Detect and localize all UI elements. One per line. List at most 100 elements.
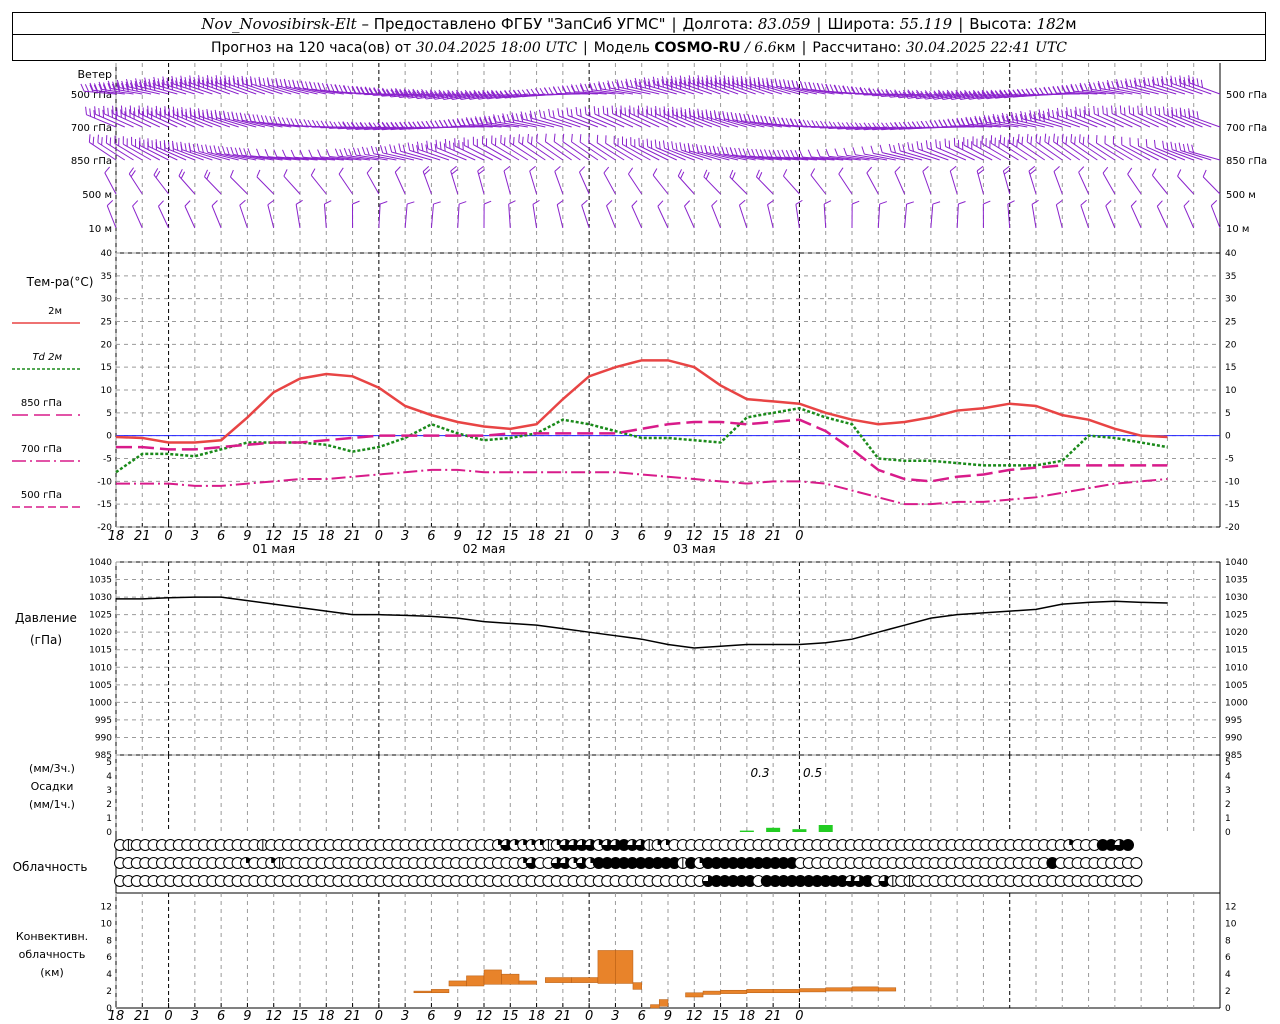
wind-barb-staff bbox=[891, 151, 923, 161]
conv-cloud-bar bbox=[466, 975, 485, 987]
conv-tick-label: 3 bbox=[401, 1009, 409, 1024]
conv-tick-label: 9 bbox=[664, 1009, 672, 1024]
wind-barb-flag bbox=[942, 92, 948, 100]
wind-barb-flag bbox=[133, 107, 136, 116]
wind-barb-flag bbox=[155, 105, 158, 114]
wind-barb-flag bbox=[804, 81, 808, 90]
wind-barb-flag bbox=[821, 83, 826, 92]
wind-barb-staff bbox=[460, 124, 493, 128]
wind-barb-staff bbox=[89, 141, 117, 161]
pres-ytick-left: 1040 bbox=[89, 558, 112, 568]
wind-barb-flag bbox=[311, 119, 317, 128]
wind-barb-flag bbox=[1137, 105, 1139, 114]
wind-barb-flag bbox=[429, 90, 436, 98]
wind-barb-flag bbox=[1179, 75, 1182, 84]
wind-barb-flag bbox=[292, 79, 296, 88]
conv-ytick-left: 10 bbox=[101, 919, 113, 929]
wind-barb-flag bbox=[448, 140, 451, 149]
wind-barb-flag bbox=[179, 78, 183, 87]
wind-barb-flag bbox=[740, 76, 744, 85]
wind-barb bbox=[1007, 200, 1015, 229]
wind-barb-flag bbox=[825, 83, 830, 92]
wind-barb-flag bbox=[447, 118, 453, 127]
wind-barb-staff bbox=[725, 82, 756, 95]
wind-barb-staff bbox=[1017, 141, 1046, 161]
precip-ytick-left: 4 bbox=[106, 772, 112, 782]
wind-barb-flag bbox=[820, 120, 825, 129]
wind-barb-flag bbox=[718, 79, 722, 88]
cloud-cover-fill bbox=[559, 857, 571, 869]
wind-barb-staff bbox=[918, 148, 949, 161]
wind-barb bbox=[290, 149, 327, 161]
wind-barb-flag bbox=[375, 146, 379, 155]
wind-barb-staff bbox=[338, 173, 353, 195]
wind-barb-flag bbox=[407, 89, 414, 97]
wind-barb-staff bbox=[268, 156, 301, 161]
wind-barb-flag bbox=[596, 134, 599, 143]
wind-barb bbox=[1105, 200, 1116, 229]
wind-barb-flag bbox=[925, 120, 931, 129]
wind-barb-staff bbox=[267, 204, 275, 229]
wind-barb-flag bbox=[654, 139, 657, 148]
wind-barb-staff bbox=[157, 206, 170, 229]
wind-barb-flag bbox=[597, 107, 600, 116]
temp-ytick-left: 40 bbox=[101, 249, 113, 259]
wind-barb-staff bbox=[750, 121, 782, 128]
wind-barb-flag bbox=[947, 118, 952, 127]
wind-barb bbox=[107, 80, 143, 95]
wind-barb-staff bbox=[681, 149, 712, 161]
wind-barb-flag bbox=[456, 118, 462, 126]
wind-barb-flag bbox=[1102, 166, 1109, 174]
wind-barb bbox=[343, 148, 379, 161]
wind-barb-flag bbox=[672, 106, 674, 115]
wind-barb bbox=[1137, 138, 1168, 161]
wind-barb-staff bbox=[532, 204, 538, 229]
temp-tick-label: 3 bbox=[611, 529, 619, 544]
wind-barb-flag bbox=[188, 142, 192, 151]
wind-barb bbox=[738, 147, 774, 161]
wind-barb-flag bbox=[402, 144, 406, 153]
wind-barb-flag bbox=[679, 78, 682, 87]
wind-barb-flag bbox=[701, 76, 704, 85]
wind-barb-flag bbox=[1084, 83, 1088, 92]
wind-barb-staff bbox=[294, 86, 327, 95]
wind-barb-flag bbox=[425, 91, 431, 99]
wind-barb-staff bbox=[303, 156, 336, 161]
wind-barb-flag bbox=[1012, 136, 1015, 145]
pressure-line bbox=[116, 596, 1168, 649]
wind-barb-flag bbox=[915, 91, 922, 99]
wind-barb-flag bbox=[429, 89, 436, 97]
wind-barb-staff bbox=[173, 83, 204, 95]
wind-barb-flag bbox=[227, 111, 231, 120]
wind-barb-flag bbox=[153, 76, 156, 85]
wind-barb-flag bbox=[602, 81, 607, 90]
wind-barb-flag bbox=[389, 144, 393, 153]
temp-legend-label: 500 гПа bbox=[21, 490, 62, 501]
wind-barb-staff bbox=[636, 85, 669, 95]
wind-barb-staff bbox=[1154, 83, 1186, 95]
wind-barb-staff bbox=[594, 113, 625, 128]
wind-barb bbox=[1079, 82, 1115, 95]
wind-barb-staff bbox=[638, 113, 669, 128]
wind-barb-staff bbox=[672, 148, 704, 161]
conv-tick-label: 21 bbox=[555, 1009, 572, 1024]
wind-barb-flag bbox=[625, 78, 629, 87]
wind-barb-flag bbox=[155, 170, 161, 178]
wind-barb-staff bbox=[1055, 204, 1063, 229]
wind-barb-flag bbox=[88, 134, 91, 143]
wind-barb-staff bbox=[469, 124, 502, 128]
wind-barb-flag bbox=[84, 84, 90, 92]
wind-barb-flag bbox=[879, 144, 883, 153]
wind-barb-flag bbox=[1007, 90, 1014, 98]
wind-barb-staff bbox=[1129, 113, 1159, 128]
wind-barb-flag bbox=[245, 79, 248, 88]
wind-barb-flag bbox=[509, 134, 511, 143]
wind-barb-flag bbox=[946, 93, 953, 100]
cloud-cover-fill bbox=[500, 839, 512, 851]
wind-barb-flag bbox=[455, 91, 462, 99]
temp-ytick-left: 15 bbox=[101, 363, 112, 373]
wind-barb-flag bbox=[1178, 78, 1182, 87]
wind-barb bbox=[1093, 105, 1124, 128]
wind-barb-flag bbox=[98, 108, 101, 117]
wind-barb-staff bbox=[583, 90, 616, 95]
